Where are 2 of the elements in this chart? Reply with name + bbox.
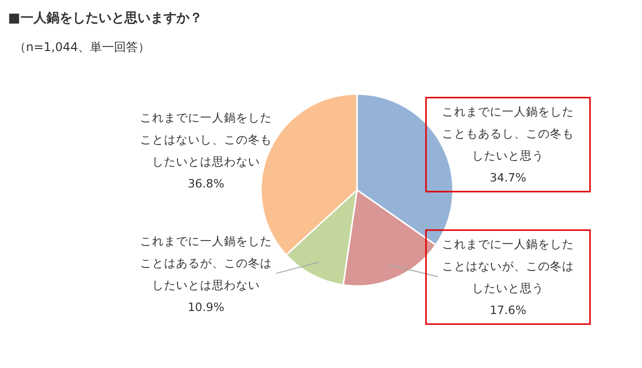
title: ■一人鍋をしたいと思いますか？ (8, 11, 202, 26)
subtitle: （n=1,044、単一回答） (14, 40, 150, 54)
